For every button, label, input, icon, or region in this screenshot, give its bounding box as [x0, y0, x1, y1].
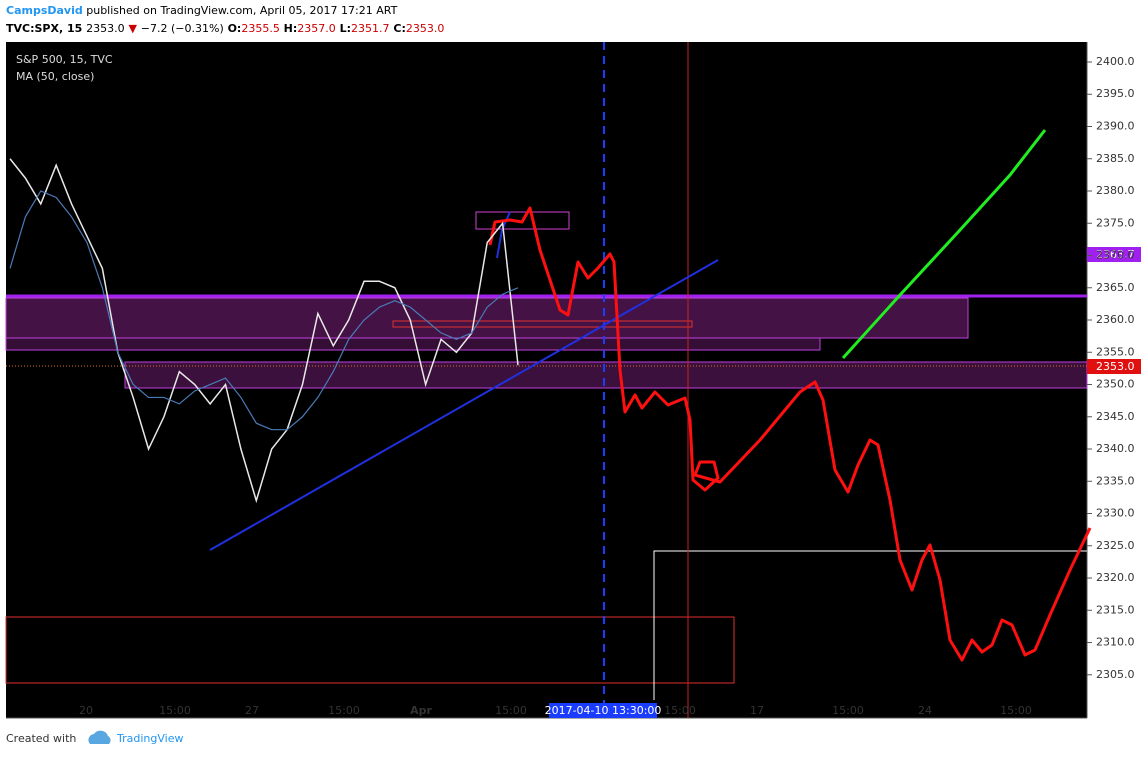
cursor-tag-label: 2017-04-10 13:30:00: [545, 704, 662, 717]
change: −7.2 (−0.31%): [141, 22, 224, 35]
ohlc: TVC:SPX, 15 2353.0 ▼ −7.2 (−0.31%) O:235…: [6, 22, 444, 35]
y-tick-label: 2355.0: [1096, 345, 1135, 358]
footer: Created with: [6, 732, 76, 745]
label: L:: [340, 22, 351, 35]
logo: [88, 730, 111, 744]
y-tick-label: 2325.0: [1096, 539, 1135, 552]
y-tick-label: 2385.0: [1096, 152, 1135, 165]
y-tick-label: 2340.0: [1096, 442, 1135, 455]
arrow: ▼: [128, 22, 137, 35]
value: 2357.0: [297, 22, 336, 35]
cursor-tag: [549, 703, 657, 718]
zone: [5, 297, 969, 339]
value: 2355.5: [241, 22, 280, 35]
x-tick-label: Apr: [410, 704, 432, 717]
label: C:: [393, 22, 405, 35]
legend-entry: S&P 500, 15, TVC: [16, 53, 113, 66]
y-tick-label: 2320.0: [1096, 571, 1135, 584]
x-tick-label: 15:00: [328, 704, 360, 717]
value: 2353.0: [406, 22, 445, 35]
y-tick-label: 2335.0: [1096, 474, 1135, 487]
header: CampsDavid published on TradingView.com,…: [6, 4, 398, 17]
x-tick-label: 20: [79, 704, 93, 717]
label: H:: [284, 22, 298, 35]
x-tick-label: 15:00: [664, 704, 696, 717]
y-tick-label: 2365.0: [1096, 281, 1135, 294]
y-tick-label: 2360.0: [1096, 313, 1135, 326]
price-tag: [1087, 247, 1141, 262]
symbol: TVC:SPX, 15: [6, 22, 82, 35]
y-tick-label: 2375.0: [1096, 216, 1135, 229]
price-axis: [1087, 42, 1141, 718]
box: [5, 616, 735, 684]
plot-area: [6, 42, 1087, 718]
published: published on TradingView.com, April 05, …: [86, 4, 397, 17]
y-tick-label: 2400.0: [1096, 55, 1135, 68]
x-tick-label: 15:00: [832, 704, 864, 717]
box: [653, 550, 1087, 700]
value: 2351.7: [351, 22, 390, 35]
price-tag-label: 2363.7: [1096, 248, 1135, 261]
box: [475, 211, 570, 230]
projection: [841, 129, 1047, 360]
x-tick-label: 17: [750, 704, 764, 717]
y-tick-label: 2350.0: [1096, 378, 1135, 391]
trend-line: [496, 211, 511, 259]
x-tick-label: 15:00: [495, 704, 527, 717]
x-tick-label: 15:00: [1000, 704, 1032, 717]
x-tick-label: 15:00: [159, 704, 191, 717]
series-line: [9, 158, 519, 504]
trend-line: [209, 259, 719, 551]
y-tick-label: 2395.0: [1096, 87, 1135, 100]
box: [392, 320, 693, 328]
zone: [5, 337, 821, 351]
y-tick-label: 2310.0: [1096, 636, 1135, 649]
author[interactable]: CampsDavid: [6, 4, 83, 17]
x-tick-label: 27: [245, 704, 259, 717]
x-tick-label: 24: [918, 704, 932, 717]
label: O:: [228, 22, 242, 35]
series-line: [9, 190, 519, 431]
y-tick-label: 2380.0: [1096, 184, 1135, 197]
y-tick-label: 2330.0: [1096, 507, 1135, 520]
y-tick-label: 2370.0: [1096, 249, 1135, 262]
y-tick-label: 2315.0: [1096, 603, 1135, 616]
legend-entry: MA (50, close): [16, 70, 94, 83]
y-tick-label: 2390.0: [1096, 120, 1135, 133]
last: 2353.0: [86, 22, 125, 35]
projection: [488, 206, 1092, 662]
price-tag-label: 2353.0: [1096, 360, 1135, 373]
brand[interactable]: TradingView: [116, 732, 183, 745]
y-tick-label: 2305.0: [1096, 668, 1135, 681]
price-tag: [1087, 359, 1141, 374]
y-tick-label: 2345.0: [1096, 410, 1135, 423]
